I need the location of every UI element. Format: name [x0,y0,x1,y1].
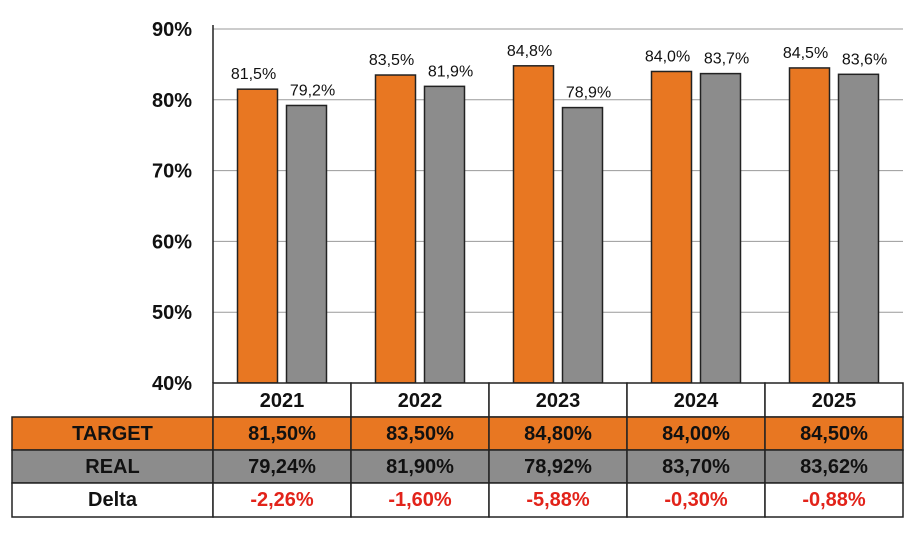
table-cell-value: 83,62% [800,456,868,478]
table-cell-value: 84,50% [800,423,868,445]
bar-target-2021 [236,88,279,384]
table-row-label: REAL [85,456,139,478]
table-cell [350,416,490,451]
data-label-target-2022: 83,5% [369,52,414,69]
table-row-label-cell [11,416,214,451]
bar-target-2022 [374,74,417,384]
table-cell-value: -2,26% [250,489,314,511]
bar-target-2024 [650,70,693,384]
data-label-target-2025: 84,5% [783,45,828,62]
bar-target-2025 [788,67,831,384]
table-cell-value: -5,88% [526,489,590,511]
table-cell-value: -1,60% [388,489,452,511]
table-cell [626,416,766,451]
table-cell-value: 84,00% [662,423,730,445]
table-header-year: 2021 [260,390,305,412]
y-tick-label: 40% [152,373,192,395]
table-row-label: TARGET [72,423,153,445]
table-row-label: Delta [88,489,138,511]
y-tick-label: 50% [152,302,192,324]
bar-real-2022 [423,85,466,384]
data-label-target-2024: 84,0% [645,48,690,65]
table-header-year: 2024 [674,390,719,412]
table-header-cell [764,382,904,418]
y-tick-label: 70% [152,161,192,183]
table-header-year: 2023 [536,390,581,412]
table-cell-value: 81,90% [386,456,454,478]
table-header-year: 2022 [398,390,443,412]
table-cell-value: 79,24% [248,456,316,478]
table-cell [764,449,904,484]
y-tick-label: 60% [152,231,192,253]
table-cell [350,449,490,484]
bar-real-2024 [699,72,742,384]
data-label-real-2025: 83,6% [842,51,887,68]
table-cell-value: 84,80% [524,423,592,445]
bar-target-2023 [512,65,555,384]
table-cell [764,482,904,518]
table-cell-value: 83,70% [662,456,730,478]
data-label-real-2021: 79,2% [290,82,335,99]
table-cell-value: 83,50% [386,423,454,445]
table-cell [212,449,352,484]
table-row-label-cell [11,482,214,518]
data-label-target-2021: 81,5% [231,66,276,83]
data-label-target-2023: 84,8% [507,43,552,60]
table-cell-value: -0,88% [802,489,866,511]
y-tick-label: 80% [152,90,192,112]
data-label-real-2022: 81,9% [428,63,473,80]
data-label-real-2023: 78,9% [566,85,611,102]
table-cell-value: 78,92% [524,456,592,478]
table-header-year: 2025 [812,390,857,412]
table-row-label-cell [11,449,214,484]
table-cell [212,416,352,451]
table-cell-value: 81,50% [248,423,316,445]
bar-real-2023 [561,106,604,384]
bar-real-2021 [285,104,328,384]
data-label-real-2024: 83,7% [704,51,749,68]
bar-real-2025 [837,73,880,384]
table-cell-value: -0,30% [664,489,728,511]
y-tick-label: 90% [152,19,192,41]
